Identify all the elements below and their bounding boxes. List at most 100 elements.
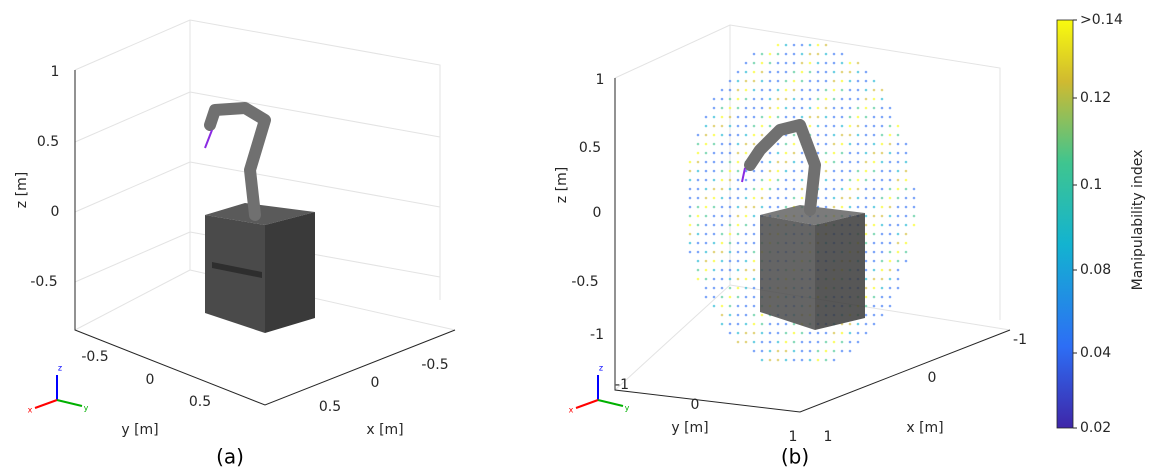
cloud-point	[856, 61, 860, 65]
cloud-point	[688, 169, 692, 173]
z-tick-label: 0	[593, 205, 602, 221]
cloud-point	[752, 187, 756, 191]
cloud-point	[712, 205, 716, 209]
triad-label: z	[599, 364, 603, 373]
cloud-point	[880, 196, 884, 200]
cloud-point	[720, 268, 724, 272]
cloud-point	[784, 115, 788, 119]
cloud-point	[848, 322, 852, 326]
triad-label: x	[28, 406, 33, 415]
cloud-point	[704, 178, 708, 182]
cloud-point	[800, 106, 804, 110]
cloud-point	[768, 358, 772, 362]
cloud-point	[840, 124, 844, 128]
cloud-point	[832, 358, 836, 362]
cloud-point	[768, 52, 772, 56]
cloud-point	[856, 187, 860, 191]
cloud-point	[728, 214, 732, 218]
cloud-point	[704, 169, 708, 173]
cloud-point	[864, 214, 868, 218]
cloud-point	[696, 277, 700, 281]
cloud-point	[744, 232, 748, 236]
x-tick-label: 0	[928, 370, 937, 386]
cloud-point	[816, 142, 820, 146]
cloud-point	[760, 133, 764, 137]
cloud-point	[728, 313, 732, 317]
cloud-point	[784, 187, 788, 191]
cloud-point	[800, 52, 804, 56]
cloud-point	[752, 223, 756, 227]
cloud-point	[704, 259, 708, 263]
cloud-point	[880, 178, 884, 182]
cloud-point	[824, 340, 828, 344]
cloud-point	[832, 349, 836, 353]
cloud-point	[840, 340, 844, 344]
robot-arm-b	[741, 119, 821, 216]
cloud-point	[728, 322, 732, 326]
cloud-point	[712, 133, 716, 137]
cloud-point	[728, 241, 732, 245]
cloud-point	[824, 151, 828, 155]
cloud-point	[864, 322, 868, 326]
cloud-point	[872, 124, 876, 128]
cloud-point	[744, 196, 748, 200]
cloud-point	[856, 88, 860, 92]
cloud-point	[832, 79, 836, 83]
cloud-point	[688, 160, 692, 164]
cloud-point	[872, 241, 876, 245]
cloud-point	[808, 88, 812, 92]
cloud-point	[904, 142, 908, 146]
cloud-point	[872, 133, 876, 137]
cloud-point	[888, 187, 892, 191]
cloud-point	[784, 151, 788, 155]
cloud-point	[704, 187, 708, 191]
cloud-point	[752, 250, 756, 254]
cloud-point	[760, 322, 764, 326]
cloud-point	[792, 106, 796, 110]
cloud-point	[832, 124, 836, 128]
cloud-point	[832, 133, 836, 137]
cloud-point	[824, 160, 828, 164]
cloud-point	[856, 106, 860, 110]
cloud-point	[720, 313, 724, 317]
cloud-point	[712, 115, 716, 119]
cloud-point	[848, 70, 852, 74]
cloud-point	[880, 277, 884, 281]
cloud-point	[728, 250, 732, 254]
cloud-point	[856, 133, 860, 137]
cloud-point	[840, 205, 844, 209]
y-tick-label: 0.5	[189, 394, 211, 410]
cloud-point	[848, 340, 852, 344]
cloud-point	[776, 115, 780, 119]
cloud-point	[904, 151, 908, 155]
cloud-point	[784, 106, 788, 110]
cloud-point	[864, 295, 868, 299]
cloud-point	[784, 196, 788, 200]
cloud-point	[840, 70, 844, 74]
cloud-point	[864, 97, 868, 101]
cloud-point	[792, 187, 796, 191]
panel-caption: (a)	[216, 445, 244, 469]
cloud-point	[768, 187, 772, 191]
cloud-point	[712, 151, 716, 155]
cloud-point	[808, 70, 812, 74]
cloud-point	[880, 160, 884, 164]
cloud-point	[800, 151, 804, 155]
cloud-point	[720, 133, 724, 137]
cloud-point	[784, 70, 788, 74]
cloud-point	[752, 70, 756, 74]
cloud-point	[744, 88, 748, 92]
cloud-point	[848, 169, 852, 173]
cloud-point	[880, 268, 884, 272]
cloud-point	[760, 97, 764, 101]
cloud-point	[832, 196, 836, 200]
cloud-point	[872, 277, 876, 281]
cloud-point	[872, 223, 876, 227]
cloud-point	[832, 52, 836, 56]
cloud-point	[864, 268, 868, 272]
cloud-point	[768, 340, 772, 344]
cloud-point	[752, 79, 756, 83]
cloud-point	[880, 313, 884, 317]
cloud-point	[792, 331, 796, 335]
cloud-point	[712, 241, 716, 245]
